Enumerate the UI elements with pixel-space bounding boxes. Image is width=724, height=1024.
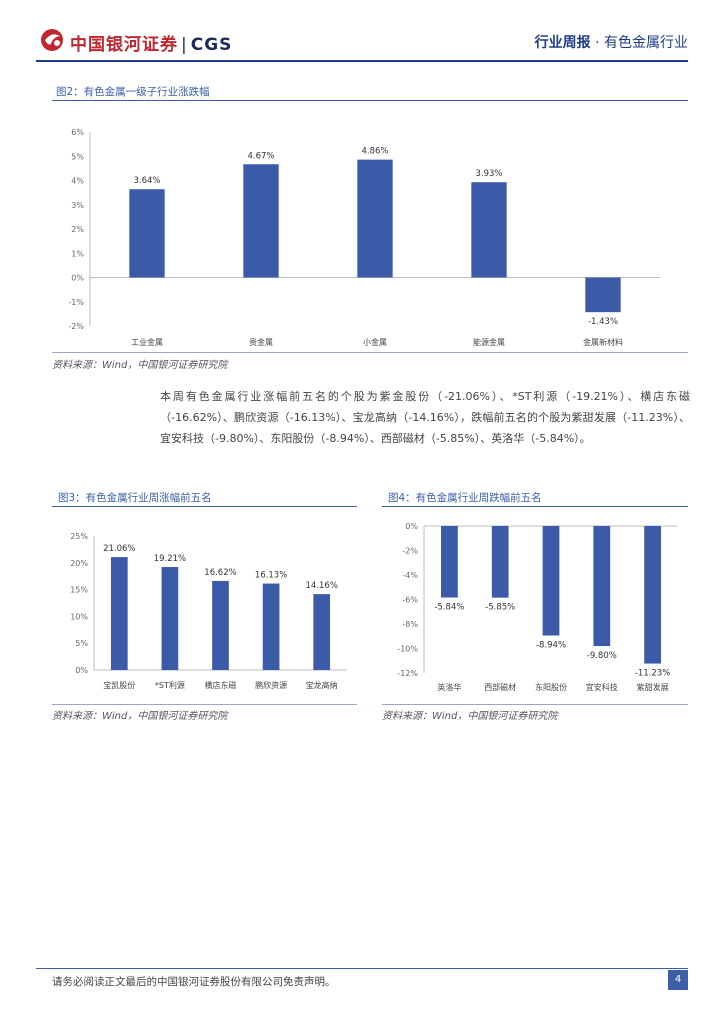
fig3-data-label: 16.62%: [204, 568, 236, 578]
header-dot: ·: [595, 35, 600, 51]
figure4-bottom-rule: [382, 704, 688, 705]
fig2-category-label: 能源金属: [473, 337, 505, 347]
fig2-category-label: 工业金属: [131, 337, 163, 347]
figure3-title: 图3：有色金属行业周涨幅前五名: [58, 492, 212, 504]
fig4-ytick-label: -2%: [402, 547, 418, 556]
fig4-ytick-label: -4%: [402, 571, 418, 580]
fig3-category-label: 鹏欣资源: [255, 680, 287, 690]
fig3-ytick-label: 5%: [75, 639, 88, 648]
company-logo-icon: [41, 29, 63, 51]
figure4-title: 图4：有色金属行业周跌幅前五名: [388, 492, 542, 504]
fig2-data-label: 4.67%: [247, 151, 274, 161]
figure2-chart: -2% -1% 0% 1% 2% 3% 4% 5% 6% 3.64% 工业金属 4.67% 贵金属 4.8…: [68, 128, 660, 347]
fig3-category-label: 宝龙高纳: [306, 680, 338, 690]
fig2-category-label: 贵金属: [249, 337, 273, 347]
fig4-category-label: 英洛华: [437, 682, 461, 692]
fig3-data-label: 14.16%: [305, 581, 337, 591]
fig2-bar: [585, 277, 621, 313]
fig4-category-label: 宜安科技: [586, 682, 618, 692]
fig4-bar: [644, 526, 661, 664]
figure3-source: 资料来源：Wind，中国银河证券研究院: [52, 711, 228, 722]
fig4-category-label: 西部磁材: [484, 682, 516, 692]
fig2-bar: [243, 164, 279, 278]
fig3-ytick-label: 10%: [70, 612, 88, 621]
fig3-ytick-label: 15%: [70, 586, 88, 595]
fig3-bar: [110, 557, 128, 670]
figure2-source: 资料来源：Wind，中国银河证券研究院: [52, 360, 228, 371]
fig3-data-label: 21.06%: [103, 544, 135, 554]
fig4-data-label: -8.94%: [536, 641, 566, 651]
fig2-bar: [471, 182, 507, 278]
figure2-title: 图2：有色金属一级子行业涨跌幅: [56, 86, 210, 98]
fig2-data-label: 3.64%: [133, 176, 160, 186]
fig3-data-label: 19.21%: [154, 554, 186, 564]
figure2-bottom-rule: [52, 352, 688, 353]
fig3-ytick-label: 20%: [70, 559, 88, 568]
fig2-bar: [129, 189, 165, 278]
fig3-bar: [262, 583, 280, 670]
fig4-ytick-label: 0%: [405, 522, 418, 531]
fig3-ytick-label: 25%: [70, 532, 88, 541]
footer-disclaimer: 请务必阅读正文最后的中国银河证券股份有限公司免责声明。: [52, 976, 336, 988]
fig2-bar: [357, 159, 393, 278]
fig2-ytick-label: 0%: [71, 274, 84, 283]
fig4-category-label: 紫甜发展: [637, 682, 669, 692]
fig3-bar: [161, 567, 179, 670]
figure3-chart: 0% 5% 10% 15% 20% 25% 21.06% 宝凯股份 19.21% *ST利源 16.…: [70, 532, 347, 690]
fig3-bar: [212, 580, 229, 670]
fig4-ytick-label: -8%: [402, 620, 418, 629]
figure4-source: 资料来源：Wind，中国银河证券研究院: [382, 711, 558, 722]
fig2-data-label: 3.93%: [475, 169, 502, 179]
fig4-data-label: -5.84%: [434, 603, 464, 613]
fig2-ytick-label: 2%: [71, 225, 84, 234]
fig4-data-label: -9.80%: [587, 651, 617, 661]
fig4-data-label: -11.23%: [635, 669, 670, 679]
fig4-ytick-label: -10%: [397, 645, 418, 654]
report-header: 行业周报 · 有色金属行业: [535, 32, 688, 52]
fig2-ytick-label: 6%: [71, 128, 84, 137]
fig4-bar: [542, 526, 560, 636]
summary-paragraph: 本周有色金属行业涨幅前五名的个股为紫金股份（-21.06%）、*ST利源（-19…: [160, 390, 690, 445]
page-number: 4: [668, 970, 688, 990]
fig4-bar: [491, 526, 509, 598]
fig2-category-label: 金属新材料: [583, 337, 623, 347]
fig4-bar: [593, 526, 611, 647]
footer-rule: [36, 968, 688, 969]
fig2-data-label: 4.86%: [361, 147, 388, 157]
fig4-ytick-label: -6%: [402, 596, 418, 605]
figure4-title-rule: [382, 506, 688, 507]
fig2-category-label: 小金属: [363, 337, 387, 347]
fig2-ytick-label: -2%: [68, 322, 84, 331]
figure3-title-rule: [52, 506, 357, 507]
fig4-category-label: 东阳股份: [535, 682, 567, 692]
fig2-data-label: -1.43%: [588, 317, 618, 327]
fig2-ytick-label: 3%: [71, 201, 84, 210]
figure2-title-rule: [52, 100, 688, 101]
fig2-ytick-label: -1%: [68, 298, 84, 307]
company-logo-text: 中国银河证券 | CGS: [70, 35, 233, 55]
report-type: 行业周报: [534, 35, 591, 51]
fig4-data-label: -5.85%: [485, 603, 515, 613]
fig4-ytick-label: -12%: [397, 669, 418, 678]
fig3-category-label: *ST利源: [155, 680, 185, 690]
fig2-ytick-label: 5%: [71, 152, 84, 161]
fig3-bar: [313, 594, 331, 670]
fig3-category-label: 横店东磁: [205, 680, 237, 690]
fig2-ytick-label: 1%: [71, 249, 84, 258]
fig4-bar: [441, 526, 458, 598]
fig3-ytick-label: 0%: [75, 666, 88, 675]
fig3-category-label: 宝凯股份: [103, 680, 135, 690]
figure4-chart: -12% -10% -8% -6% -4% -2% 0% -5.84% 英洛华 -5.85% 西部磁…: [397, 522, 678, 692]
header-rule: [36, 60, 688, 62]
figure3-bottom-rule: [52, 704, 357, 705]
industry-name: 有色金属行业: [604, 35, 688, 51]
fig3-data-label: 16.13%: [255, 571, 287, 581]
fig2-ytick-label: 4%: [71, 177, 84, 186]
